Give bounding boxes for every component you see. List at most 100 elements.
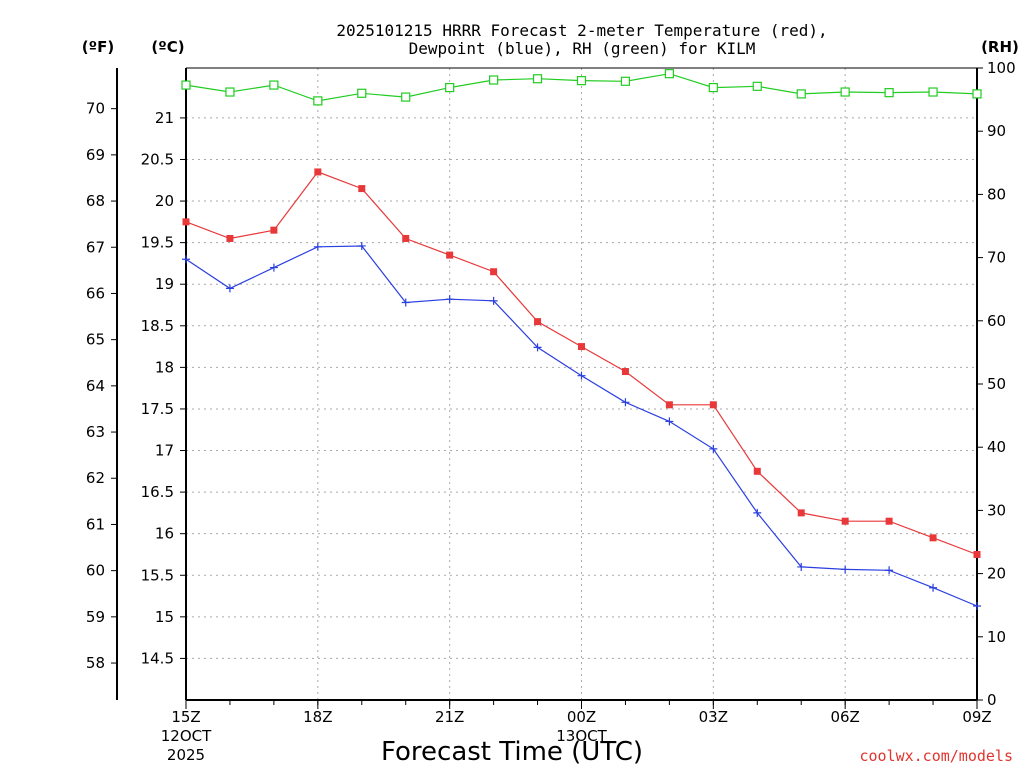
- rh-tick-label: 70: [987, 249, 1006, 267]
- celsius-tick-label: 18: [155, 358, 174, 376]
- x-tick-date-label: 13OCT: [556, 727, 607, 745]
- chart-title-line2: Dewpoint (blue), RH (green) for KILM: [409, 39, 756, 58]
- rh-point: [489, 75, 499, 85]
- x-tick-label: 15Z: [171, 708, 200, 726]
- rh-point: [972, 89, 982, 99]
- temperature-point: [182, 218, 190, 226]
- fahrenheit-tick-label: 66: [86, 284, 105, 302]
- dewpoint-point: [445, 295, 454, 304]
- celsius-tick-label: 16: [155, 525, 174, 543]
- dewpoint-point: [709, 444, 718, 453]
- rh-point: [225, 87, 235, 97]
- fahrenheit-tick-label: 69: [86, 146, 105, 164]
- celsius-tick-label: 16.5: [141, 483, 174, 501]
- temperature-point: [621, 368, 629, 376]
- rh-point: [708, 82, 718, 93]
- celsius-tick-label: 15.5: [141, 566, 174, 584]
- dewpoint-point: [313, 242, 322, 251]
- rh-tick-label: 30: [987, 501, 1006, 519]
- dewpoint-point: [665, 417, 674, 426]
- rh-point: [445, 82, 455, 93]
- dewpoint-point: [621, 398, 630, 407]
- celsius-tick-label: 17.5: [141, 400, 174, 418]
- fahrenheit-tick-label: 63: [86, 423, 105, 441]
- credit-text: coolwx.com/models: [859, 747, 1013, 765]
- rh-point: [532, 74, 543, 84]
- rh-point: [357, 88, 367, 98]
- rh-axis-header: (RH): [981, 38, 1019, 56]
- rh-point: [576, 76, 587, 86]
- temperature-point: [973, 550, 981, 558]
- temperature-point: [709, 401, 717, 409]
- rh-tick-label: 80: [987, 185, 1006, 203]
- rh-point: [401, 92, 411, 102]
- dewpoint-point: [225, 284, 234, 293]
- fahrenheit-tick-label: 60: [86, 562, 105, 580]
- fahrenheit-tick-label: 68: [86, 192, 105, 210]
- fahrenheit-axis-header: (ºF): [82, 38, 114, 56]
- dewpoint-point: [577, 371, 586, 380]
- fahrenheit-tick-label: 62: [86, 469, 105, 487]
- temperature-point: [534, 318, 542, 326]
- plot-layer: 58 59 60 61 62 63 64 65 66 67 68 69 70 14.5 15 15.5 16 16…: [86, 59, 1016, 764]
- celsius-tick-label: 21: [155, 109, 174, 127]
- fahrenheit-tick-label: 65: [86, 331, 105, 349]
- rh-point: [620, 76, 631, 86]
- dewpoint-series-line: [185, 245, 978, 607]
- rh-point: [796, 89, 806, 99]
- dewpoint-point: [489, 296, 498, 305]
- x-tick-label: 18Z: [303, 708, 332, 726]
- x-tick-label: 03Z: [699, 708, 728, 726]
- dewpoint-point: [401, 298, 410, 307]
- fahrenheit-tick-label: 59: [86, 608, 105, 626]
- temperature-point: [665, 401, 673, 409]
- rh-point: [181, 80, 191, 90]
- rh-tick-label: 0: [987, 691, 997, 709]
- rh-point: [313, 96, 323, 106]
- x-tick-label: 00Z: [567, 708, 596, 726]
- temperature-point: [841, 517, 849, 525]
- temperature-point: [402, 234, 410, 242]
- rh-tick-label: 90: [987, 122, 1006, 140]
- fahrenheit-tick-label: 64: [86, 377, 105, 395]
- dewpoint-point: [357, 241, 366, 250]
- temperature-point: [226, 234, 234, 242]
- celsius-tick-label: 20.5: [141, 150, 174, 168]
- rh-point: [664, 69, 674, 79]
- celsius-tick-label: 19.5: [141, 234, 174, 252]
- fahrenheit-tick-label: 61: [86, 515, 105, 533]
- rh-tick-label: 20: [987, 565, 1006, 583]
- rh-tick-label: 60: [987, 312, 1006, 330]
- x-tick-date-label: 12OCT: [161, 727, 212, 745]
- dewpoint-point: [929, 583, 938, 592]
- celsius-tick-label: 20: [155, 192, 174, 210]
- temperature-point: [578, 343, 585, 351]
- temperature-point: [753, 467, 761, 475]
- rh-tick-label: 40: [987, 438, 1006, 456]
- dewpoint-point: [885, 566, 894, 575]
- rh-tick-label: 100: [987, 59, 1016, 77]
- dewpoint-point: [753, 508, 762, 517]
- rh-tick-label: 10: [987, 628, 1006, 646]
- rh-point: [269, 80, 279, 90]
- dewpoint-point: [841, 565, 850, 574]
- celsius-tick-label: 17: [155, 442, 174, 460]
- temperature-point: [797, 509, 805, 517]
- dewpoint-point: [269, 263, 278, 272]
- rh-point: [928, 87, 938, 97]
- temperature-point: [929, 534, 937, 542]
- x-tick-year-label: 2025: [167, 746, 205, 764]
- temperature-point: [446, 251, 454, 259]
- rh-point: [752, 81, 762, 91]
- celsius-tick-label: 15: [155, 608, 174, 626]
- temperature-point: [358, 185, 366, 193]
- x-tick-label: 09Z: [962, 708, 991, 726]
- rh-point: [840, 87, 850, 97]
- x-tick-label: 21Z: [435, 708, 464, 726]
- celsius-tick-label: 14.5: [141, 649, 174, 667]
- celsius-axis-header: (ºC): [151, 38, 184, 56]
- x-axis-label: Forecast Time (UTC): [381, 737, 643, 767]
- dewpoint-point: [797, 562, 806, 571]
